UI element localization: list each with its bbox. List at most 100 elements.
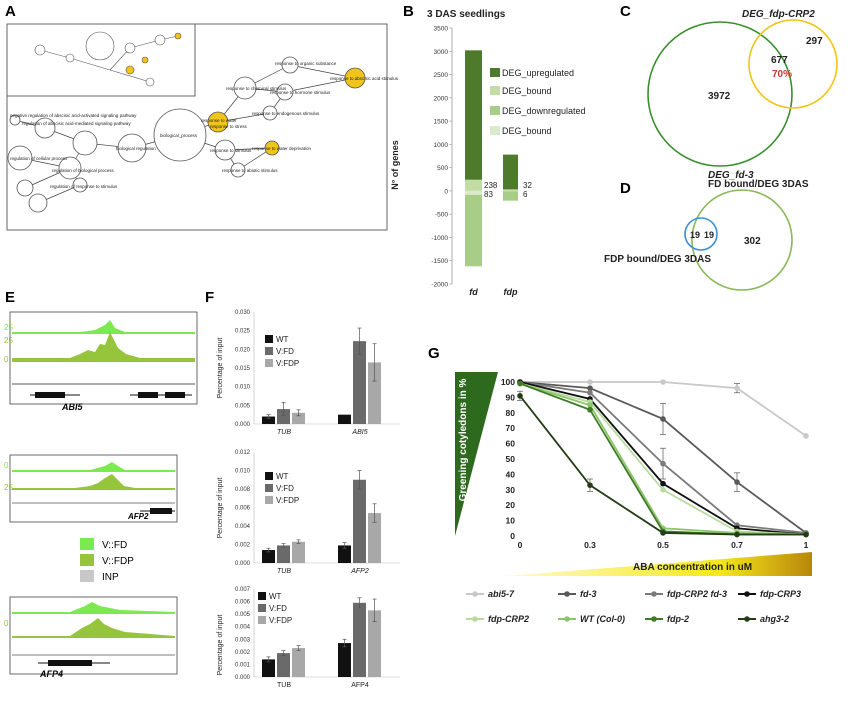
qpcr-bar (277, 653, 290, 677)
y-tick-label: 0 (444, 188, 448, 195)
network-nodes (7, 56, 366, 213)
go-label: response to hormone stimulus (270, 90, 331, 95)
scale-label: 25 (4, 483, 13, 492)
y-tick-label: 0.030 (235, 310, 251, 316)
qpcr-bar (338, 545, 351, 563)
data-point (587, 402, 593, 408)
y-tick-label: 0.004 (235, 524, 251, 530)
y-tick-label: 1500 (434, 119, 449, 126)
y-tick-label: -1500 (431, 258, 448, 265)
legend-label: DEG_bound (502, 86, 552, 96)
annot-fdp-bound-up: 32 (523, 181, 532, 190)
legend-label: V:FDP (276, 496, 299, 505)
data-point (587, 385, 593, 391)
qpcr-bar (353, 341, 366, 424)
y-tick-label: 3500 (434, 26, 449, 33)
chart-b-title: 3 DAS seedlings (427, 9, 506, 20)
legend-label: DEG_upregulated (502, 68, 574, 78)
go-label: response to abiotic stimulus (222, 168, 278, 173)
y-tick-label: 0.010 (235, 469, 251, 475)
legend-label: ahg3-2 (760, 614, 789, 624)
data-point (660, 416, 666, 422)
qpcr-bar (262, 550, 275, 563)
y-tick-label: 0.000 (235, 675, 251, 681)
venn-d-mid-count: 19 (704, 230, 714, 240)
g-xlabel: ABA concentration in uM (633, 562, 752, 573)
panel-letter-a: A (5, 3, 16, 20)
scale-label: 0 (4, 461, 9, 470)
go-label: response to endogenous stimulus (252, 111, 320, 116)
chart-b-ylabel: N° of genes (390, 140, 400, 190)
panel-letter-e: E (5, 289, 15, 306)
qpcr-bar (338, 414, 351, 424)
y-tick-label: 2000 (434, 95, 449, 102)
legend-label: fd-3 (580, 589, 597, 599)
x-category-label: TUB (277, 429, 291, 436)
legend-label: V:FD (269, 604, 287, 613)
legend-marker (564, 616, 570, 622)
data-point (587, 482, 593, 488)
inset-network (34, 31, 182, 87)
legend-label: WT (Col-0) (580, 614, 625, 624)
y-tick-label: 0.002 (235, 543, 251, 549)
venn-c: DEG_fdp-CRP2 DEG_fd-3 3972 677 297 70% (647, 9, 838, 181)
bar-down-bound (465, 190, 482, 195)
qpcr-bar (292, 541, 305, 563)
panel-letter-f: F (205, 289, 214, 306)
x-tick-label: 1 (804, 540, 809, 550)
y-tick-label: 0.010 (235, 385, 251, 391)
legend-label: V:FD (276, 347, 294, 356)
go-label: response to water deprivation (252, 146, 312, 151)
legend-label: V::FD (102, 540, 127, 551)
qpcr-bar (292, 412, 305, 424)
g-ylabel: Greening cotyledons in % (458, 379, 469, 502)
annot-fd-bound-up: 238 (484, 181, 498, 190)
y-tick-label: 0.020 (235, 347, 251, 353)
go-label: response to stimulus (210, 148, 252, 153)
track-afp2: AFP2 0 25 (4, 454, 178, 523)
go-label: response to chemical stimulus (226, 86, 287, 91)
chart-b-legend: DEG_upregulated DEG_bound DEG_downregula… (490, 68, 586, 136)
qpcr-bar (368, 362, 381, 424)
x-category-label: AFP4 (351, 682, 369, 689)
bar-downregulated (503, 191, 518, 201)
qpcr-bar (353, 602, 366, 677)
legend-label: WT (276, 472, 289, 481)
y-tick-label: 0.004 (235, 625, 251, 631)
legend-marker (744, 591, 750, 597)
gene-label-afp4: AFP4 (39, 669, 63, 679)
go-label: regulation of cellular process (10, 156, 68, 161)
y-tick-label: 2500 (434, 72, 449, 79)
scale-label: 0 (4, 619, 9, 628)
data-point (734, 531, 740, 538)
data-point (660, 460, 666, 467)
venn-c-bottom-label: DEG_fd-3 (708, 170, 754, 181)
venn-d: FD bound/DEG 3DAS FDP bound/DEG 3DAS 19 … (604, 179, 809, 291)
deg-bar-chart: 3 DAS seedlings N° of genes -2000 -1500 -1… (390, 9, 586, 297)
go-label: biological_process (160, 133, 198, 138)
legend-label: fdp-CRP3 (760, 589, 801, 599)
legend-label: WT (276, 335, 289, 344)
panel-letter-d: D (620, 180, 631, 197)
panel-letter-b: B (403, 3, 414, 20)
go-label: biological regulation (116, 146, 156, 151)
x-tick-label: 0 (518, 540, 523, 550)
go-label: response to organic substance (275, 61, 337, 66)
y-tick-label: 30 (506, 485, 516, 495)
venn-fdpcrp2-circle (748, 19, 838, 109)
x-category-label: TUB (277, 568, 291, 575)
legend-label: abi5-7 (488, 589, 515, 599)
legend-marker (564, 591, 570, 597)
venn-d-right-count: 302 (744, 236, 761, 247)
scale-label: 0 (4, 355, 9, 364)
chip-legend: V::FD V::FDP INP (80, 538, 134, 583)
y-tick-label: 3000 (434, 49, 449, 56)
qpcr-bar (277, 409, 290, 424)
annot-fdp-bound-down: 6 (523, 190, 528, 199)
legend-label: V:FDP (269, 616, 292, 625)
venn-d-left-count: 19 (690, 230, 700, 240)
legend-label: WT (269, 592, 282, 601)
bar-up-bound (465, 179, 482, 191)
scale-label: 25 (4, 323, 13, 332)
venn-c-percent: 70% (772, 69, 792, 80)
